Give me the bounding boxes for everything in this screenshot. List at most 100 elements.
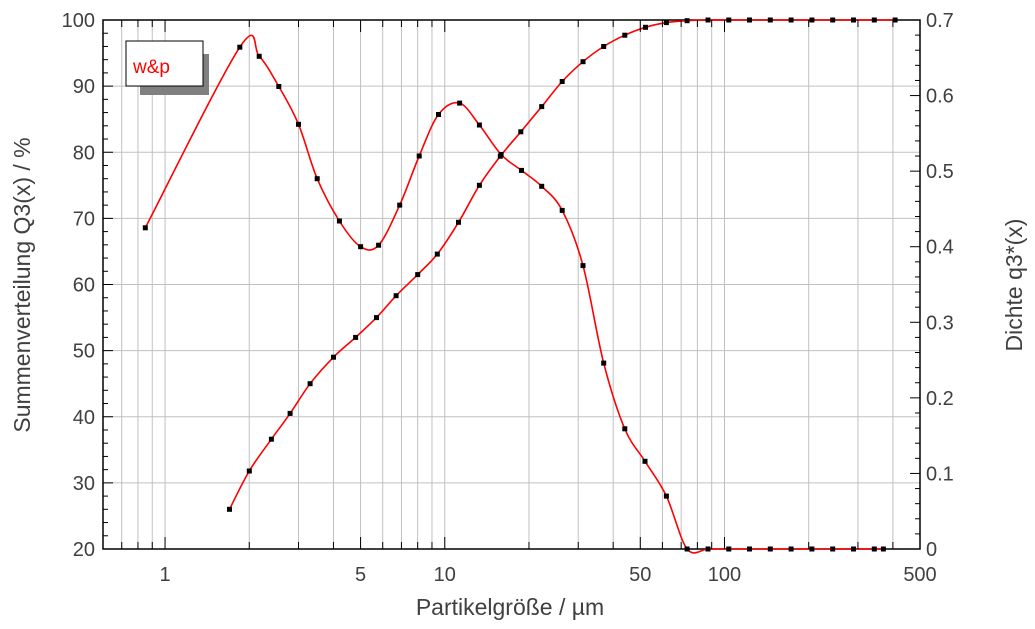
cumulative-data-point xyxy=(307,381,313,387)
right-y-tick-label: 0.4 xyxy=(926,237,954,259)
cumulative-data-point xyxy=(227,506,232,512)
cumulative-data-point xyxy=(643,24,648,30)
cumulative-data-point xyxy=(415,272,421,278)
left-y-tick-label: 60 xyxy=(73,275,95,297)
density-data-point xyxy=(498,152,504,157)
cumulative-data-point xyxy=(892,17,898,23)
x-tick-label: 10 xyxy=(434,564,456,586)
legend: w&p xyxy=(125,40,209,95)
cumulative-data-point xyxy=(287,410,293,416)
density-data-point xyxy=(416,153,422,159)
density-data-point xyxy=(476,122,482,128)
density-data-point xyxy=(397,202,403,208)
cumulative-data-point xyxy=(871,17,877,23)
cumulative-data-point xyxy=(580,59,586,65)
right-y-tick-label: 0 xyxy=(926,539,937,561)
cumulative-data-point xyxy=(374,315,379,321)
left-y-tick-label: 70 xyxy=(73,208,95,230)
x-tick-label: 5 xyxy=(355,564,366,586)
density-data-point xyxy=(767,546,773,552)
density-data-point xyxy=(296,121,301,127)
cumulative-data-point xyxy=(559,79,565,84)
cumulative-curve xyxy=(228,19,896,510)
grid xyxy=(102,19,921,550)
density-data-point xyxy=(601,360,607,366)
cumulative-data-point xyxy=(268,436,274,442)
cumulative-data-point xyxy=(456,219,461,225)
density-data-point xyxy=(747,546,752,552)
axes: 20 30 40 50 60 70 80 90 100 0 0.1 0.2 0.3 0.4 0.5 0.6 0.… xyxy=(62,10,954,586)
density-data-point xyxy=(519,167,524,173)
density-data-point xyxy=(539,183,545,189)
cumulative-data-point xyxy=(622,32,628,38)
right-y-tick-label: 0.2 xyxy=(926,388,954,410)
left-y-tick-label: 40 xyxy=(73,407,95,429)
density-data-point xyxy=(871,546,877,552)
left-y-tick-label: 80 xyxy=(73,142,95,164)
cumulative-data-point xyxy=(726,17,732,23)
left-y-tick-label: 20 xyxy=(73,539,95,561)
density-data-point xyxy=(642,458,648,464)
left-y-tick-label: 100 xyxy=(62,10,95,32)
density-curve xyxy=(144,34,884,554)
left-y-axis-title: Summenverteilung Q3(x) / % xyxy=(9,137,35,432)
density-data-point xyxy=(314,176,320,182)
cumulative-data-point xyxy=(518,129,524,135)
x-tick-label: 50 xyxy=(629,564,651,586)
right-y-axis-title: Dichte q3*(x) xyxy=(1001,219,1027,352)
density-data-point xyxy=(142,225,148,231)
density-data-point xyxy=(559,207,565,213)
density-data-point xyxy=(830,546,836,552)
left-y-tick-label: 30 xyxy=(73,473,95,495)
cumulative-data-point xyxy=(331,354,336,360)
density-data-point xyxy=(684,546,690,552)
density-data-point xyxy=(705,546,711,552)
density-data-point xyxy=(457,100,463,106)
cumulative-data-point xyxy=(434,251,440,257)
cumulative-data-point xyxy=(851,17,856,23)
cumulative-data-point xyxy=(767,17,773,23)
legend-box xyxy=(125,40,204,87)
cumulative-data-point xyxy=(809,17,815,23)
cumulative-data-point xyxy=(476,182,482,188)
x-axis-title: Partikelgröße / µm xyxy=(416,594,604,620)
density-data-point xyxy=(880,546,886,552)
density-data-point xyxy=(788,546,794,552)
density-data-point xyxy=(809,546,815,552)
cumulative-data-point xyxy=(705,17,711,23)
density-data-point xyxy=(436,112,441,117)
cumulative-data-point xyxy=(539,104,545,110)
x-tick-label: 100 xyxy=(708,564,741,586)
cumulative-data-point xyxy=(353,334,359,340)
x-tick-label: 1 xyxy=(159,564,170,586)
cumulative-data-point xyxy=(684,18,690,24)
density-data-point xyxy=(358,244,364,250)
density-data-point xyxy=(726,546,732,552)
density-data-point xyxy=(276,84,282,89)
density-data-point xyxy=(663,493,669,499)
density-data-point xyxy=(256,53,262,59)
cumulative-data-point xyxy=(393,293,399,299)
right-y-tick-label: 0.1 xyxy=(926,463,954,485)
right-y-tick-label: 0.3 xyxy=(926,312,954,334)
cumulative-data-point xyxy=(830,17,836,23)
left-y-tick-label: 50 xyxy=(73,341,95,363)
x-tick-label: 500 xyxy=(903,564,936,586)
series-layer xyxy=(142,17,898,554)
right-y-tick-label: 0.5 xyxy=(926,161,954,183)
right-y-tick-label: 0.7 xyxy=(926,10,954,32)
cumulative-data-point xyxy=(747,17,752,23)
density-data-point xyxy=(851,546,856,552)
cumulative-data-point xyxy=(601,44,607,49)
cumulative-data-point xyxy=(246,468,252,474)
legend-label: w&p xyxy=(132,57,170,78)
cumulative-data-point xyxy=(663,20,669,26)
density-data-point xyxy=(376,242,382,248)
density-data-point xyxy=(580,263,586,269)
density-data-point xyxy=(237,44,243,50)
left-y-tick-label: 90 xyxy=(73,76,95,98)
right-y-tick-label: 0.6 xyxy=(926,86,954,108)
cumulative-data-point xyxy=(788,17,794,23)
density-data-point xyxy=(336,218,342,224)
